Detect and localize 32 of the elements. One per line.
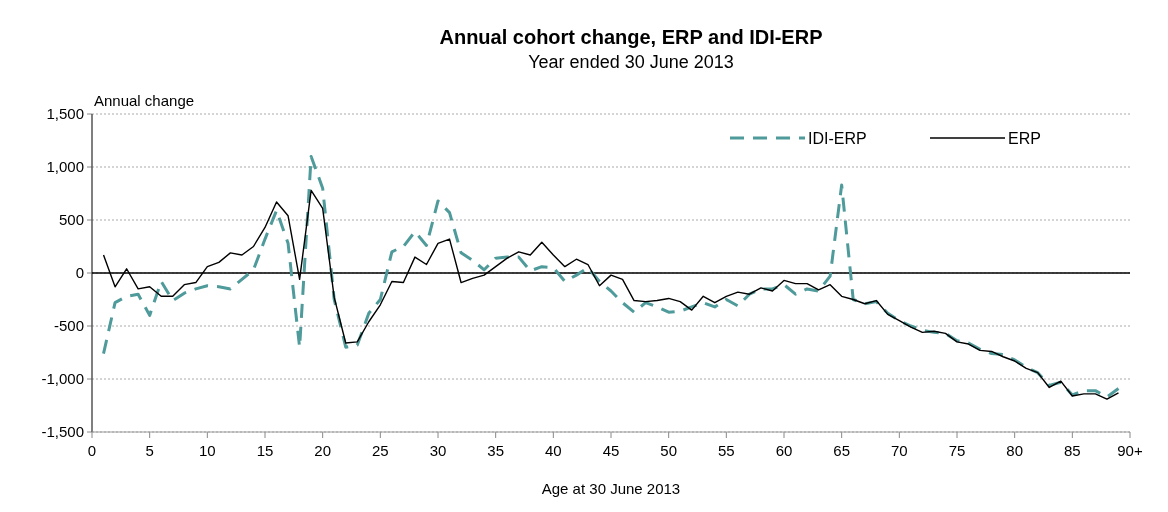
- x-tick-label: 90+: [1117, 442, 1143, 459]
- x-tick-label: 0: [87, 442, 97, 459]
- x-tick-label: 75: [948, 442, 966, 459]
- x-tick-label: 80: [1006, 442, 1024, 459]
- y-tick-label: 1,500: [46, 105, 84, 122]
- x-tick-label: 70: [890, 442, 908, 459]
- y-tick-label: -1,500: [41, 423, 84, 440]
- x-tick-label: 50: [660, 442, 678, 459]
- x-tick-label: 35: [487, 442, 505, 459]
- x-tick-label: 40: [544, 442, 562, 459]
- x-axis-title: Age at 30 June 2013: [541, 480, 681, 497]
- x-tick-label: 15: [256, 442, 274, 459]
- x-tick-label: 5: [145, 442, 154, 459]
- legend-label: IDI-ERP: [808, 130, 867, 147]
- x-tick-label: 65: [833, 442, 851, 459]
- y-tick-label: 0: [75, 264, 84, 281]
- y-axis-title: Annual change: [94, 92, 195, 109]
- chart-title: Annual cohort change, ERP and IDI-ERP: [439, 26, 823, 48]
- y-tick-label: -1,000: [41, 370, 84, 387]
- y-tick-label: 1,000: [46, 158, 84, 175]
- x-tick-label: 30: [429, 442, 447, 459]
- x-tick-label: 55: [717, 442, 735, 459]
- y-tick-label: -500: [53, 317, 84, 334]
- x-tick-label: 10: [198, 442, 216, 459]
- x-tick-label: 20: [314, 442, 332, 459]
- legend-label: ERP: [1008, 130, 1041, 147]
- chart-subtitle: Year ended 30 June 2013: [528, 52, 734, 72]
- x-tick-label: 60: [775, 442, 793, 459]
- x-tick-label: 85: [1063, 442, 1081, 459]
- y-tick-label: 500: [58, 211, 84, 228]
- x-tick-label: 25: [371, 442, 389, 459]
- x-tick-label: 45: [602, 442, 620, 459]
